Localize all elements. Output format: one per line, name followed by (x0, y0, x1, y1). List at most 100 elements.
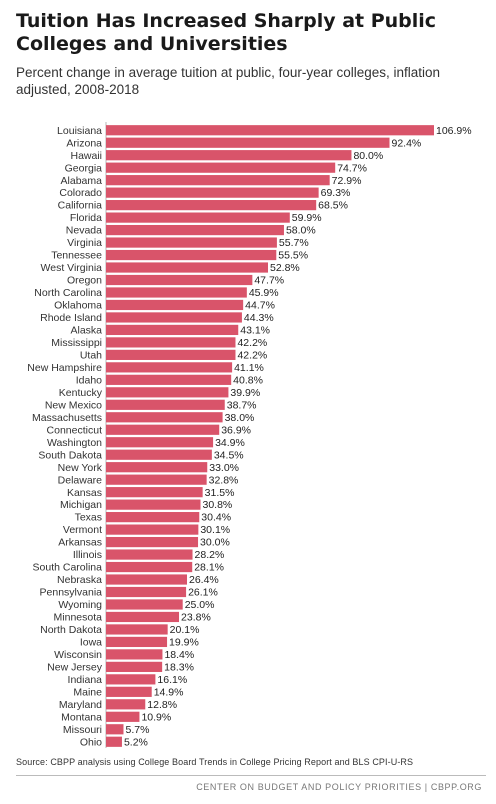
data-label: 33.0% (209, 462, 239, 474)
category-label: Tennessee (51, 250, 102, 262)
data-label: 39.9% (230, 387, 260, 399)
data-label: 30.4% (201, 512, 231, 524)
category-label: Delaware (58, 474, 103, 486)
bar (106, 462, 208, 473)
footer-divider (16, 775, 486, 776)
data-label: 30.8% (203, 499, 233, 511)
bar (106, 499, 201, 510)
bar (106, 412, 223, 423)
category-label: Maryland (59, 699, 102, 711)
data-label: 74.7% (337, 162, 367, 174)
category-label: Missouri (63, 724, 102, 736)
bar (106, 611, 180, 623)
category-label: Oregon (67, 275, 102, 287)
bar (106, 150, 352, 161)
bar (106, 636, 168, 648)
category-label: Colorado (59, 187, 102, 199)
category-label: Alabama (61, 175, 103, 187)
bar (106, 224, 284, 236)
bar (106, 262, 269, 273)
category-label: Rhode Island (40, 312, 102, 324)
category-label: Hawaii (70, 150, 102, 162)
bar (106, 624, 168, 635)
footer-org: CENTER ON BUDGET AND POLICY PRIORITIES |… (196, 782, 482, 792)
bar (106, 487, 203, 498)
bar (106, 699, 146, 710)
data-label: 42.2% (237, 337, 267, 349)
category-label: Pennsylvania (40, 587, 103, 599)
data-label: 26.1% (188, 587, 218, 599)
category-label: Maine (73, 686, 102, 698)
category-label: Alaska (70, 325, 102, 337)
category-label: South Carolina (33, 562, 103, 574)
bar (106, 437, 214, 448)
bar (106, 536, 199, 548)
category-label: Vermont (63, 524, 102, 536)
bar (106, 549, 193, 560)
bar-chart: Louisiana 106.9% Arizona 92.4% Hawaii 80.0% Ge… (27, 122, 472, 748)
data-label: 14.9% (154, 686, 184, 698)
data-label: 5.7% (125, 724, 149, 736)
bar (106, 399, 225, 410)
data-label: 43.1% (240, 325, 270, 337)
data-label: 44.7% (245, 300, 275, 312)
data-label: 45.9% (249, 287, 279, 299)
data-label: 34.5% (214, 449, 244, 461)
bar (106, 586, 187, 598)
data-label: 44.3% (244, 312, 274, 324)
data-label: 30.1% (200, 524, 230, 536)
category-label: New Hampshire (27, 362, 102, 374)
data-label: 34.9% (215, 437, 245, 449)
data-label: 28.1% (194, 562, 224, 574)
category-label: Michigan (60, 499, 102, 511)
category-label: New Mexico (45, 399, 102, 411)
bar (106, 274, 253, 286)
data-label: 18.3% (164, 661, 194, 673)
category-label: Montana (61, 711, 102, 723)
data-label: 28.2% (195, 549, 225, 561)
data-label: 55.7% (279, 237, 309, 249)
data-label: 12.8% (147, 699, 177, 711)
category-label: Arizona (66, 137, 102, 149)
bar (106, 237, 277, 248)
data-label: 42.2% (237, 349, 267, 361)
source-note: Source: CBPP analysis using College Boar… (16, 757, 414, 767)
data-label: 52.8% (270, 262, 300, 274)
bar (106, 599, 183, 610)
data-label: 58.0% (286, 225, 316, 237)
category-label: Arkansas (58, 537, 102, 549)
bar (106, 736, 122, 747)
category-label: Mississippi (51, 337, 102, 349)
bar (106, 287, 247, 298)
category-label: Washington (47, 437, 102, 449)
category-label: Nebraska (57, 574, 102, 586)
bar (106, 200, 317, 211)
bar (106, 474, 207, 485)
category-label: Nevada (66, 225, 102, 237)
data-label: 20.1% (170, 624, 200, 636)
bar (106, 449, 212, 460)
category-label: Wyoming (58, 599, 102, 611)
bar (106, 312, 242, 323)
data-label: 30.0% (200, 537, 230, 549)
bar (106, 299, 244, 311)
data-label: 92.4% (392, 137, 422, 149)
category-label: Virginia (67, 237, 102, 249)
category-label: West Virginia (41, 262, 103, 274)
data-label: 25.0% (185, 599, 215, 611)
data-label: 16.1% (157, 674, 187, 686)
chart-title: Tuition Has Increased Sharply at Public … (16, 10, 437, 55)
data-label: 55.5% (278, 250, 308, 262)
data-label: 26.4% (189, 574, 219, 586)
category-label: Massachusetts (32, 412, 102, 424)
bar (106, 374, 232, 385)
category-label: Texas (75, 512, 102, 524)
data-label: 69.3% (321, 187, 351, 199)
category-label: Connecticut (47, 424, 103, 436)
bar (106, 424, 220, 435)
category-label: Minnesota (54, 612, 103, 624)
bar (106, 175, 330, 186)
bar (106, 137, 390, 148)
data-label: 36.9% (221, 424, 251, 436)
data-label: 18.4% (164, 649, 194, 661)
